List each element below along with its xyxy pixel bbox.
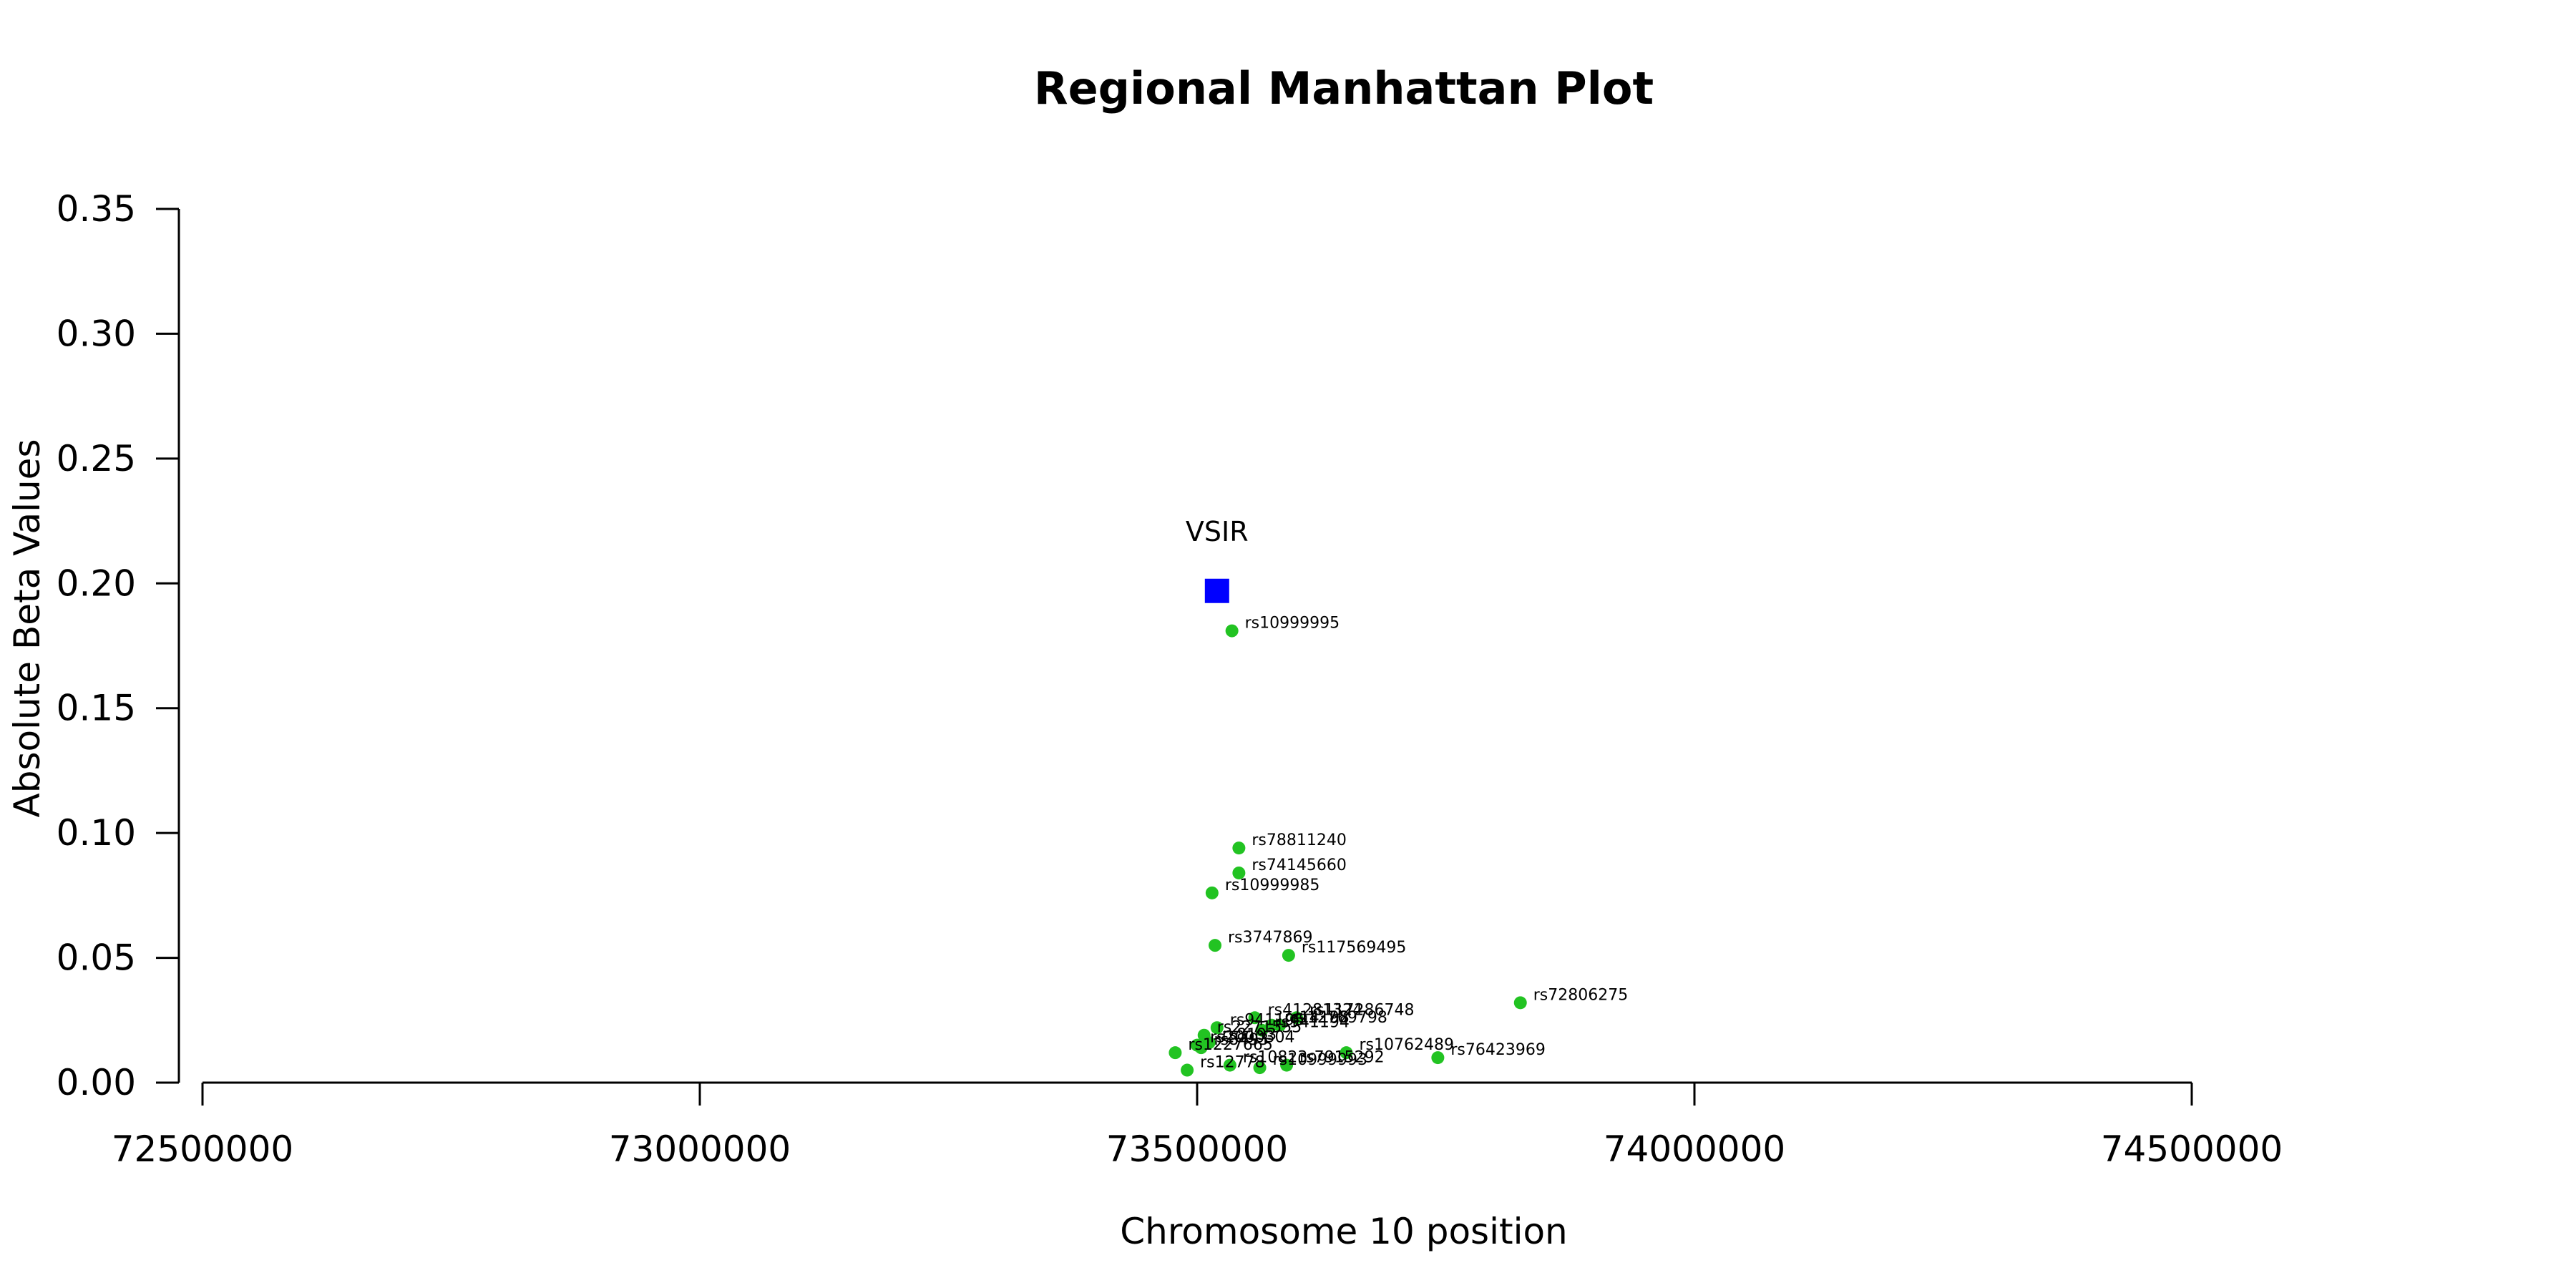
x-tick-label: 72500000 bbox=[112, 1128, 294, 1170]
snp-point bbox=[1181, 1063, 1194, 1077]
snp-point bbox=[1232, 841, 1246, 855]
gene-marker-group: VSIR bbox=[1186, 516, 1249, 603]
snp-label: rs12778 bbox=[1200, 1054, 1265, 1072]
snp-point bbox=[1290, 1011, 1303, 1025]
snp-label: rs41281324 bbox=[1268, 1001, 1362, 1019]
snp-label: rs2271555 bbox=[1217, 1019, 1302, 1037]
snp-point bbox=[1223, 1058, 1236, 1072]
snp-label: rs72806275 bbox=[1533, 986, 1628, 1004]
snp-label: rs12769798 bbox=[1292, 1009, 1387, 1027]
y-axis-label: Absolute Beta Values bbox=[6, 439, 48, 818]
y-tick-label: 0.30 bbox=[57, 313, 136, 354]
snp-label: rs14198 bbox=[1284, 1009, 1350, 1027]
snp-labels: rs10999995 rs78811240 rs74145660 rs10999985… bbox=[1188, 615, 1628, 1072]
x-axis-label: Chromosome 10 position bbox=[1120, 1211, 1568, 1252]
y-tick-label: 0.00 bbox=[57, 1062, 136, 1103]
y-axis: 0.00 0.05 0.10 0.15 0.20 0.25 0.30 0.35 bbox=[57, 188, 180, 1103]
snp-label: rs10823 bbox=[1243, 1049, 1308, 1067]
y-tick-label: 0.05 bbox=[57, 937, 136, 979]
snp-points bbox=[1169, 624, 1527, 1077]
snp-point bbox=[1169, 1046, 1182, 1060]
snp-point bbox=[1340, 1046, 1353, 1060]
snp-label: rs78811240 bbox=[1252, 831, 1346, 849]
snp-label: rs10762489 bbox=[1360, 1036, 1454, 1054]
snp-label: rs7915292 bbox=[1299, 1049, 1385, 1067]
x-tick-label: 73000000 bbox=[609, 1128, 791, 1170]
snp-point bbox=[1253, 1061, 1267, 1075]
snp-point bbox=[1282, 949, 1295, 962]
x-axis: 72500000 73000000 73500000 74000000 74500000 bbox=[112, 1081, 2283, 1170]
snp-point bbox=[1205, 886, 1219, 899]
snp-label: rs2000304 bbox=[1210, 1029, 1295, 1047]
chart-title: Regional Manhattan Plot bbox=[1034, 62, 1654, 114]
snp-point bbox=[1280, 1058, 1294, 1072]
snp-label: rs117569495 bbox=[1302, 939, 1406, 957]
snp-label: rs1227665 bbox=[1188, 1036, 1273, 1054]
snp-label: rs941194 bbox=[1274, 1014, 1350, 1032]
snp-point bbox=[1232, 866, 1246, 879]
snp-label: rs10999995 bbox=[1245, 615, 1340, 633]
snp-label: rs117286748 bbox=[1309, 1001, 1414, 1019]
snp-label: rs8193 bbox=[1222, 1026, 1277, 1044]
snp-label: rs74145660 bbox=[1252, 857, 1346, 874]
snp-point bbox=[1225, 624, 1239, 638]
y-tick-label: 0.35 bbox=[57, 188, 136, 230]
x-tick-label: 74000000 bbox=[1604, 1128, 1786, 1170]
snp-point bbox=[1273, 1018, 1287, 1032]
gene-marker bbox=[1204, 578, 1229, 603]
y-tick-label: 0.15 bbox=[57, 688, 136, 729]
snp-point bbox=[1513, 996, 1527, 1010]
y-tick-label: 0.25 bbox=[57, 438, 136, 479]
snp-label: rs76423969 bbox=[1450, 1041, 1545, 1059]
y-tick-label: 0.10 bbox=[57, 812, 136, 854]
snp-point bbox=[1248, 1011, 1262, 1025]
snp-label: rs941195 bbox=[1230, 1011, 1305, 1029]
snp-label: rs3747869 bbox=[1228, 929, 1313, 947]
snp-label: rs10999985 bbox=[1225, 877, 1319, 894]
x-tick-label: 74500000 bbox=[2101, 1128, 2283, 1170]
gene-label: VSIR bbox=[1186, 516, 1249, 547]
snp-label: rs8493 bbox=[1214, 1031, 1269, 1049]
snp-label: rs10999993 bbox=[1273, 1051, 1367, 1069]
snp-point bbox=[1209, 939, 1222, 952]
snp-point bbox=[1431, 1051, 1445, 1065]
snp-point bbox=[1255, 1023, 1269, 1037]
y-tick-label: 0.20 bbox=[57, 562, 136, 604]
snp-point bbox=[1210, 1021, 1224, 1035]
x-tick-label: 73500000 bbox=[1106, 1128, 1289, 1170]
snp-point bbox=[1194, 1041, 1208, 1055]
